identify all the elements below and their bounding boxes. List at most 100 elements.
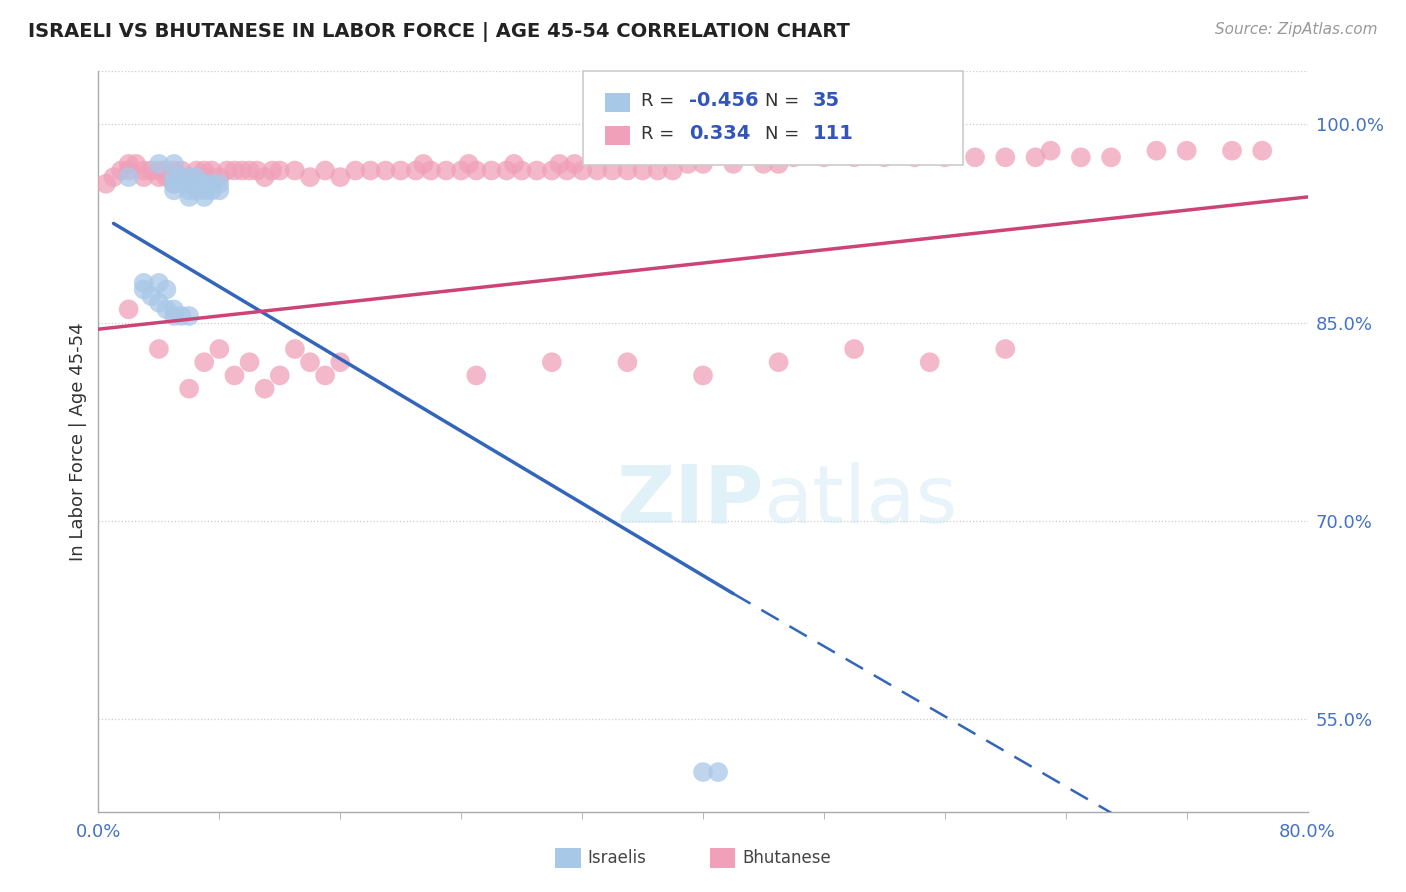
Point: [1099, 150, 1122, 164]
Point: [132, 170, 155, 185]
Point: [1175, 144, 1198, 158]
Point: [201, 177, 224, 191]
Point: [163, 170, 186, 185]
Text: -0.456: -0.456: [689, 91, 759, 111]
Point: [405, 163, 427, 178]
Point: [179, 382, 201, 396]
Point: [208, 342, 231, 356]
Point: [510, 163, 533, 178]
Point: [231, 163, 253, 178]
Point: [457, 157, 479, 171]
Point: [269, 163, 291, 178]
Point: [193, 177, 215, 191]
Point: [224, 163, 246, 178]
Point: [844, 150, 866, 164]
Point: [360, 163, 382, 178]
Point: [465, 163, 488, 178]
Point: [110, 163, 132, 178]
Text: R =: R =: [641, 125, 681, 143]
Text: atlas: atlas: [763, 462, 957, 540]
Point: [179, 177, 201, 191]
Point: [132, 163, 155, 178]
Point: [170, 170, 193, 185]
Point: [141, 163, 163, 178]
Point: [193, 170, 215, 185]
Point: [564, 157, 586, 171]
Point: [170, 309, 193, 323]
Point: [873, 150, 896, 164]
Point: [434, 163, 457, 178]
Point: [163, 302, 186, 317]
Text: 35: 35: [813, 91, 839, 111]
Point: [170, 163, 193, 178]
Point: [692, 765, 714, 780]
Point: [215, 163, 238, 178]
Point: [616, 355, 638, 369]
Point: [707, 765, 730, 780]
Point: [465, 368, 488, 383]
Point: [768, 157, 790, 171]
Point: [179, 170, 201, 185]
Point: [314, 163, 336, 178]
Point: [155, 163, 177, 178]
Point: [208, 170, 231, 185]
Point: [179, 190, 201, 204]
Point: [647, 163, 669, 178]
Point: [1144, 144, 1167, 158]
Point: [148, 342, 170, 356]
Point: [148, 163, 170, 178]
Point: [170, 170, 193, 185]
Point: [155, 302, 177, 317]
Point: [692, 157, 714, 171]
Point: [186, 177, 208, 191]
Point: [555, 163, 578, 178]
Point: [540, 355, 562, 369]
Point: [1039, 144, 1062, 158]
Point: [661, 163, 683, 178]
Point: [179, 177, 201, 191]
Point: [132, 283, 155, 297]
Text: N =: N =: [765, 125, 804, 143]
Y-axis label: In Labor Force | Age 45-54: In Labor Force | Age 45-54: [69, 322, 87, 561]
Point: [412, 157, 434, 171]
Point: [481, 163, 503, 178]
Point: [548, 157, 571, 171]
Point: [495, 163, 517, 178]
Point: [163, 157, 186, 171]
Point: [299, 355, 322, 369]
Point: [262, 163, 284, 178]
Point: [904, 150, 927, 164]
Point: [314, 368, 336, 383]
Point: [374, 163, 396, 178]
Text: 0.334: 0.334: [689, 124, 751, 144]
Point: [783, 150, 806, 164]
Text: Source: ZipAtlas.com: Source: ZipAtlas.com: [1215, 22, 1378, 37]
Point: [540, 163, 562, 178]
Point: [1070, 150, 1092, 164]
Text: Bhutanese: Bhutanese: [742, 849, 831, 867]
Point: [186, 183, 208, 197]
Point: [389, 163, 412, 178]
Point: [201, 163, 224, 178]
Point: [148, 157, 170, 171]
Point: [344, 163, 367, 178]
Point: [1220, 144, 1243, 158]
Point: [148, 295, 170, 310]
Point: [132, 276, 155, 290]
Point: [208, 183, 231, 197]
Text: ZIP: ZIP: [616, 462, 763, 540]
Point: [602, 163, 624, 178]
Point: [193, 355, 215, 369]
Point: [918, 355, 941, 369]
Point: [631, 163, 654, 178]
Point: [284, 342, 307, 356]
Text: ISRAELI VS BHUTANESE IN LABOR FORCE | AGE 45-54 CORRELATION CHART: ISRAELI VS BHUTANESE IN LABOR FORCE | AG…: [28, 22, 851, 42]
Point: [155, 283, 177, 297]
Point: [1024, 150, 1046, 164]
Point: [179, 309, 201, 323]
Point: [844, 342, 866, 356]
Point: [186, 170, 208, 185]
Point: [692, 368, 714, 383]
Point: [163, 177, 186, 191]
Point: [118, 302, 141, 317]
